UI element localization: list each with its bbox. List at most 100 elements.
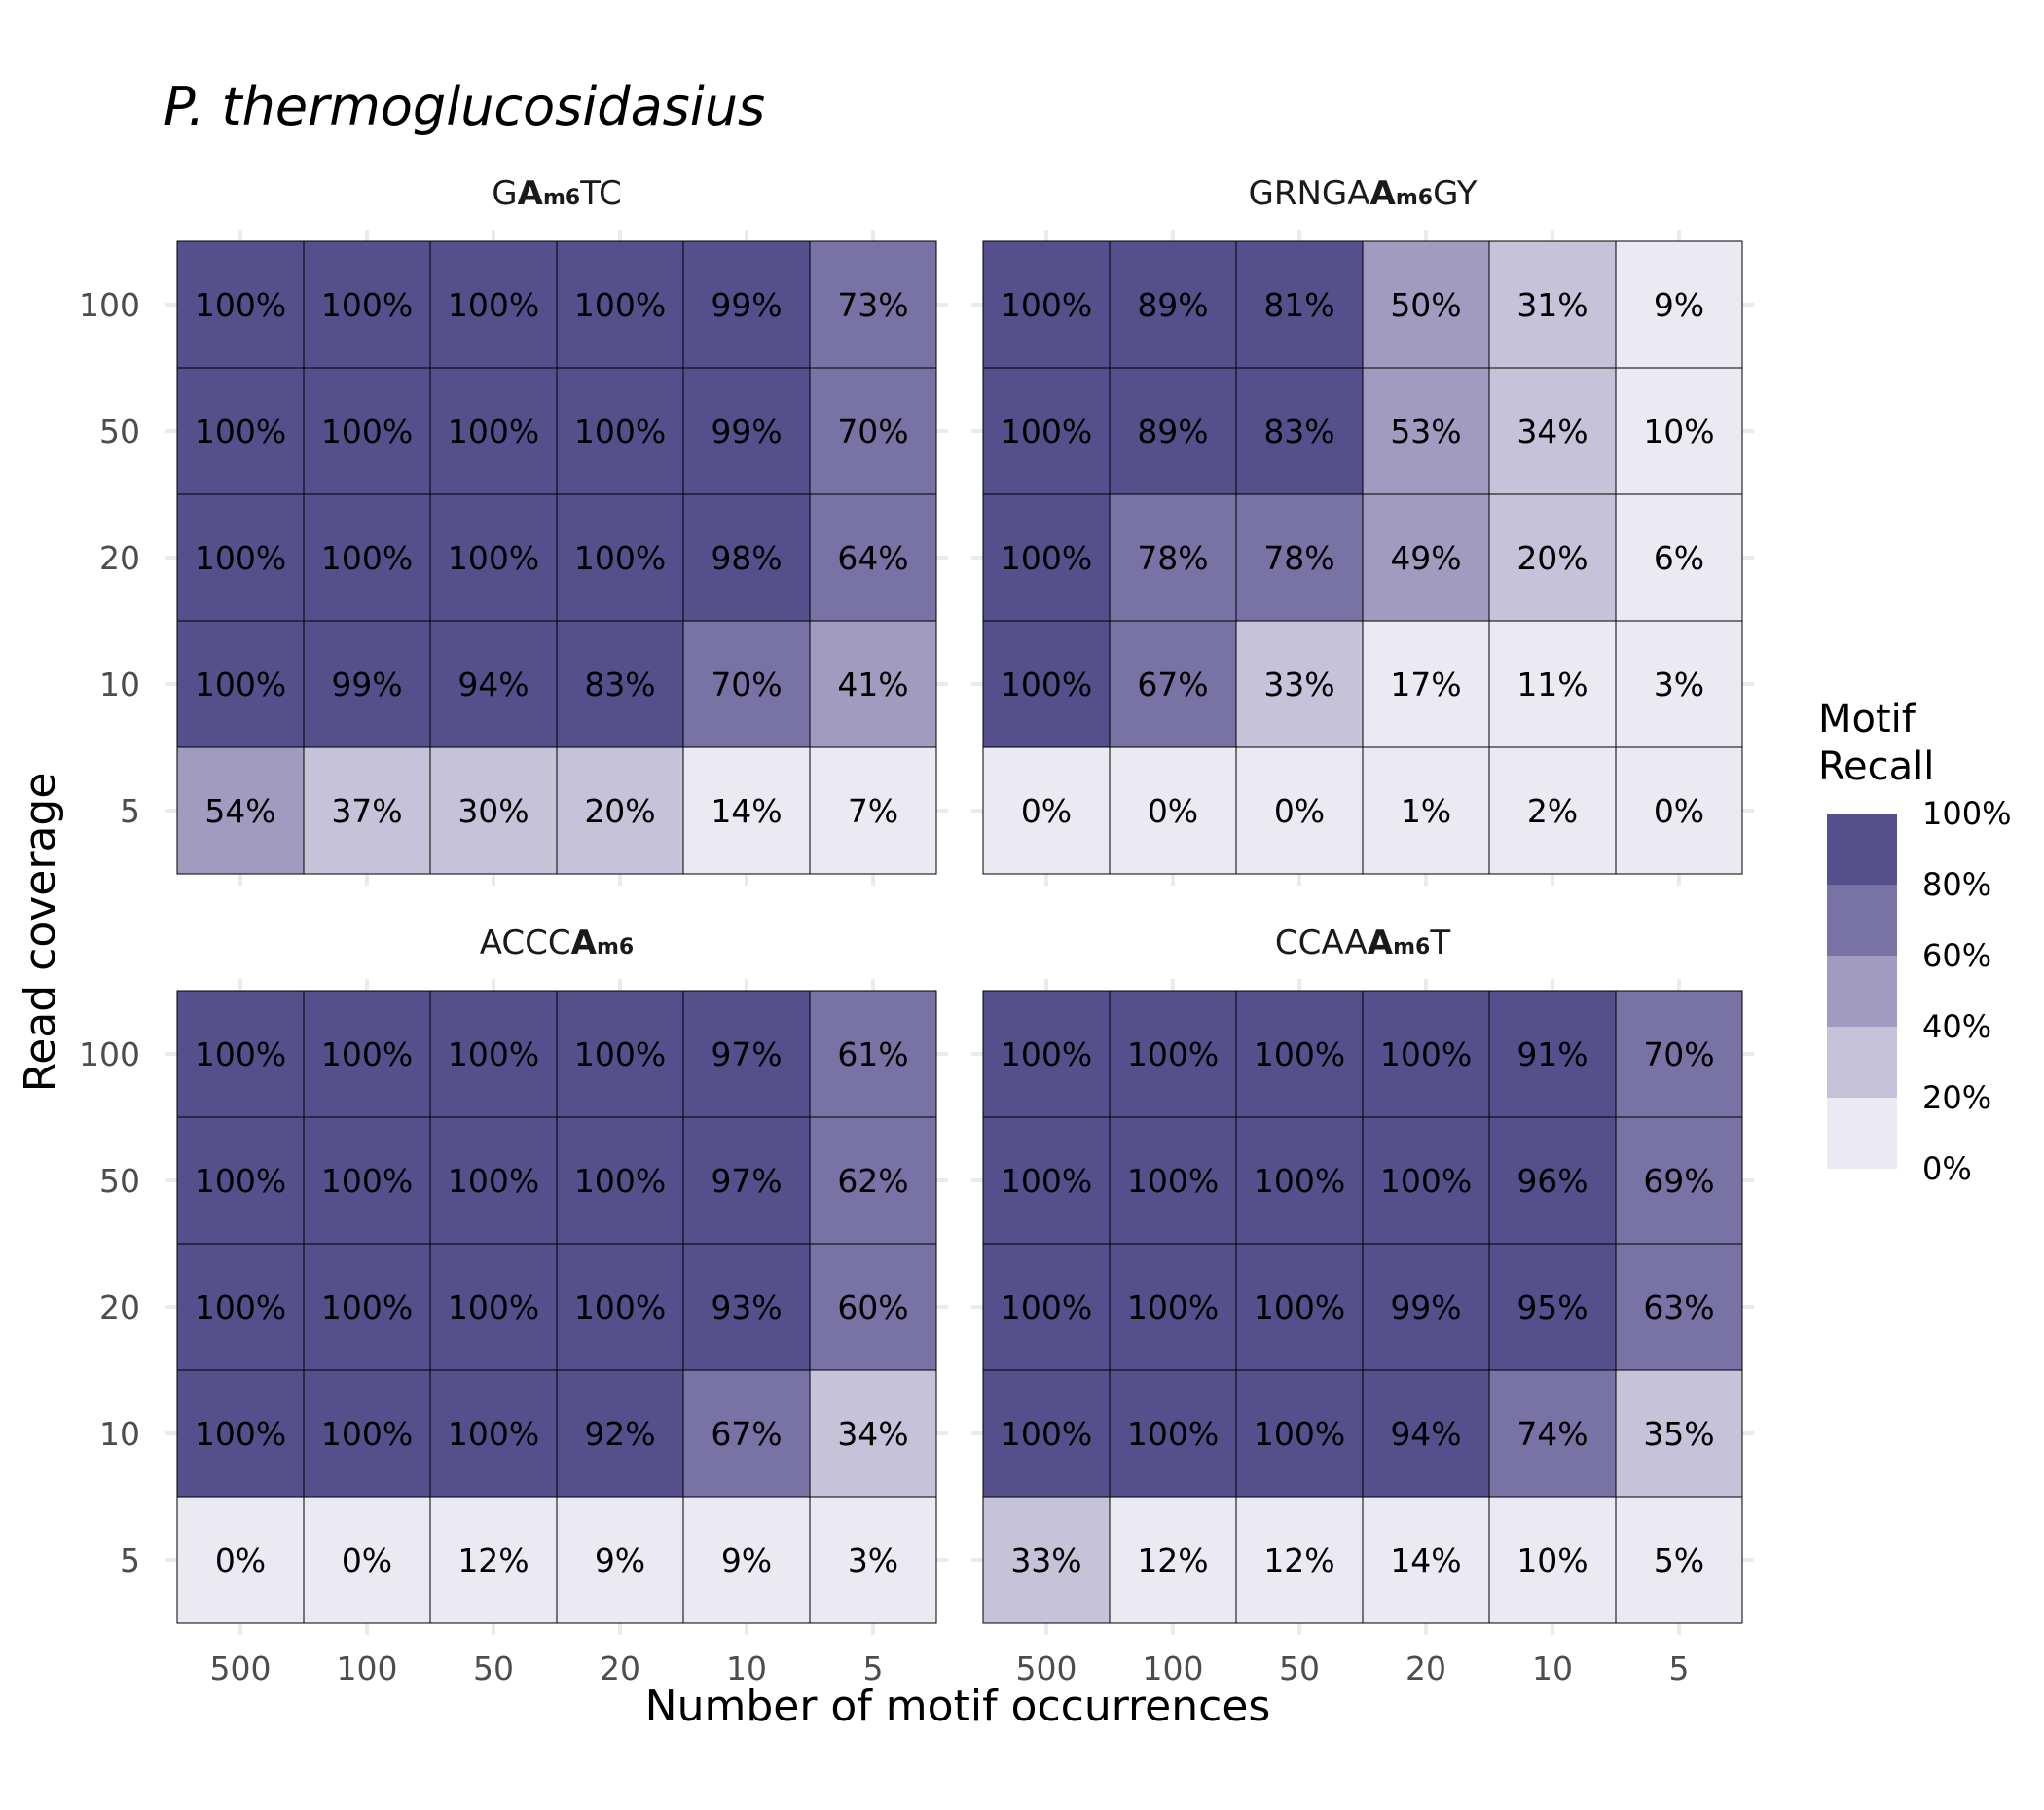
cell-value-label: 93% xyxy=(711,1288,782,1326)
legend-label: 0% xyxy=(1922,1150,1972,1187)
heatmap-cell xyxy=(1615,746,1743,875)
cell-value-label: 100% xyxy=(574,1035,666,1073)
heatmap-cell xyxy=(303,1116,431,1245)
cell-value-label: 100% xyxy=(1380,1035,1472,1073)
heatmap-cell xyxy=(176,367,305,495)
y-tick-label: 5 xyxy=(120,1541,140,1579)
heatmap-cell xyxy=(1109,746,1237,875)
x-tick-label: 20 xyxy=(600,1649,640,1687)
x-tick-label: 10 xyxy=(726,1649,767,1687)
heatmap-cell xyxy=(429,1496,558,1624)
cell-value-label: 78% xyxy=(1263,539,1334,577)
x-tick-label: 20 xyxy=(1405,1649,1446,1687)
cell-value-label: 100% xyxy=(574,1162,666,1200)
cell-value-label: 94% xyxy=(457,666,529,704)
legend-label: 60% xyxy=(1922,937,1991,974)
cell-value-label: 100% xyxy=(1127,1162,1219,1200)
heatmap-cell xyxy=(176,493,305,622)
heatmap-cell xyxy=(1362,746,1490,875)
cell-value-label: 100% xyxy=(1001,666,1092,704)
facet-title: GRNGAAm6GY xyxy=(1249,174,1478,213)
heatmap-cell xyxy=(429,240,558,369)
heatmap-cell xyxy=(556,1369,684,1498)
heatmap-cell xyxy=(1615,1369,1743,1498)
cell-value-label: 54% xyxy=(204,792,275,830)
x-axis-title: Number of motif occurrences xyxy=(645,1682,1271,1731)
heatmap-cell xyxy=(303,493,431,622)
cell-value-label: 63% xyxy=(1643,1288,1714,1326)
heatmap-cell xyxy=(1109,1116,1237,1245)
cell-value-label: 6% xyxy=(1654,539,1704,577)
cell-value-label: 3% xyxy=(1654,666,1704,704)
cell-value-label: 100% xyxy=(448,1035,539,1073)
heatmap-cell xyxy=(556,367,684,495)
heatmap-cell xyxy=(809,1116,937,1245)
cell-value-label: 99% xyxy=(1390,1288,1461,1326)
cell-value-label: 100% xyxy=(321,413,413,451)
x-tick-label: 500 xyxy=(210,1649,272,1687)
heatmap-cell xyxy=(1109,240,1237,369)
cell-value-label: 100% xyxy=(1001,1162,1092,1200)
legend-title-line1: Motif xyxy=(1818,697,1916,742)
cell-value-label: 0% xyxy=(215,1541,266,1579)
cell-value-label: 89% xyxy=(1137,286,1208,324)
facet-title: CCAAAm6T xyxy=(1275,923,1451,962)
heatmap-cell xyxy=(682,493,811,622)
cell-value-label: 41% xyxy=(837,666,908,704)
cell-value-label: 100% xyxy=(574,539,666,577)
cell-value-label: 34% xyxy=(1516,413,1588,451)
cell-value-label: 92% xyxy=(584,1415,655,1453)
facet-panel: GRNGAAm6GY 100% 89% 81% 50% 31% 9% 100% 89% 83% 53… xyxy=(971,174,1754,886)
heatmap-cell xyxy=(1488,240,1617,369)
heatmap-cell xyxy=(429,1243,558,1371)
y-tick-label: 100 xyxy=(79,1035,140,1073)
legend-key xyxy=(1827,1098,1897,1169)
cell-value-label: 12% xyxy=(457,1541,529,1579)
cell-value-label: 100% xyxy=(574,286,666,324)
heatmap-cell xyxy=(1109,1369,1237,1498)
cell-value-label: 100% xyxy=(1001,286,1092,324)
cell-value-label: 100% xyxy=(448,1415,539,1453)
legend-label: 80% xyxy=(1922,866,1991,903)
cell-value-label: 83% xyxy=(1263,413,1334,451)
heatmap-cell xyxy=(429,1116,558,1245)
heatmap-cell xyxy=(809,620,937,748)
x-tick-label: 5 xyxy=(1669,1649,1690,1687)
cell-value-label: 94% xyxy=(1390,1415,1461,1453)
heatmap-cell xyxy=(429,620,558,748)
heatmap-cell xyxy=(429,746,558,875)
cell-value-label: 11% xyxy=(1516,666,1588,704)
y-tick-label: 5 xyxy=(120,792,140,830)
cell-value-label: 5% xyxy=(1654,1541,1704,1579)
cell-value-label: 100% xyxy=(321,1288,413,1326)
heatmap-cell xyxy=(1109,1243,1237,1371)
heatmap-cell xyxy=(429,990,558,1118)
cell-value-label: 14% xyxy=(711,792,782,830)
y-tick-label: 100 xyxy=(79,286,140,324)
cell-value-label: 12% xyxy=(1263,1541,1334,1579)
cell-value-label: 100% xyxy=(321,1035,413,1073)
heatmap-cell xyxy=(1615,1243,1743,1371)
heatmap-cell xyxy=(1235,240,1364,369)
cell-value-label: 100% xyxy=(195,666,286,704)
cell-value-label: 50% xyxy=(1390,286,1461,324)
heatmap-cell xyxy=(682,1243,811,1371)
facet-title-part: GY xyxy=(1433,174,1478,213)
legend-label: 100% xyxy=(1922,795,2011,832)
cell-value-label: 100% xyxy=(574,1288,666,1326)
cell-value-label: 100% xyxy=(1001,1288,1092,1326)
heatmap-cell xyxy=(556,1243,684,1371)
cell-value-label: 53% xyxy=(1390,413,1461,451)
cell-value-label: 99% xyxy=(711,413,782,451)
cell-value-label: 100% xyxy=(1254,1288,1345,1326)
cell-value-label: 100% xyxy=(195,286,286,324)
heatmap-cell xyxy=(809,1243,937,1371)
cell-value-label: 100% xyxy=(1127,1288,1219,1326)
cell-value-label: 67% xyxy=(711,1415,782,1453)
heatmap-cell xyxy=(982,1116,1111,1245)
cell-value-label: 100% xyxy=(1254,1162,1345,1200)
cell-value-label: 20% xyxy=(584,792,655,830)
x-tick-label: 100 xyxy=(1143,1649,1204,1687)
